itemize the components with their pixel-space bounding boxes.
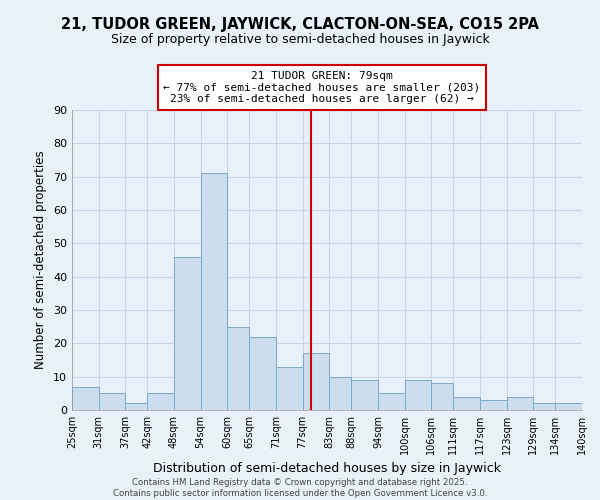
Bar [378,394,404,410]
Bar [276,366,302,410]
Bar [72,386,98,410]
Bar [556,404,582,410]
Text: 21, TUDOR GREEN, JAYWICK, CLACTON-ON-SEA, CO15 2PA: 21, TUDOR GREEN, JAYWICK, CLACTON-ON-SEA… [61,18,539,32]
Bar [125,404,148,410]
Bar [352,380,378,410]
Bar [480,400,506,410]
Bar [148,394,174,410]
Bar [98,394,125,410]
X-axis label: Distribution of semi-detached houses by size in Jaywick: Distribution of semi-detached houses by … [153,462,501,475]
Y-axis label: Number of semi-detached properties: Number of semi-detached properties [34,150,47,370]
Bar [454,396,480,410]
Bar [302,354,329,410]
Bar [431,384,454,410]
Text: 21 TUDOR GREEN: 79sqm
← 77% of semi-detached houses are smaller (203)
23% of sem: 21 TUDOR GREEN: 79sqm ← 77% of semi-deta… [163,71,481,104]
Bar [250,336,276,410]
Bar [404,380,431,410]
Bar [200,174,227,410]
Bar [227,326,250,410]
Bar [506,396,533,410]
Bar [329,376,352,410]
Text: Contains HM Land Registry data © Crown copyright and database right 2025.
Contai: Contains HM Land Registry data © Crown c… [113,478,487,498]
Bar [174,256,200,410]
Bar [533,404,556,410]
Text: Size of property relative to semi-detached houses in Jaywick: Size of property relative to semi-detach… [110,32,490,46]
